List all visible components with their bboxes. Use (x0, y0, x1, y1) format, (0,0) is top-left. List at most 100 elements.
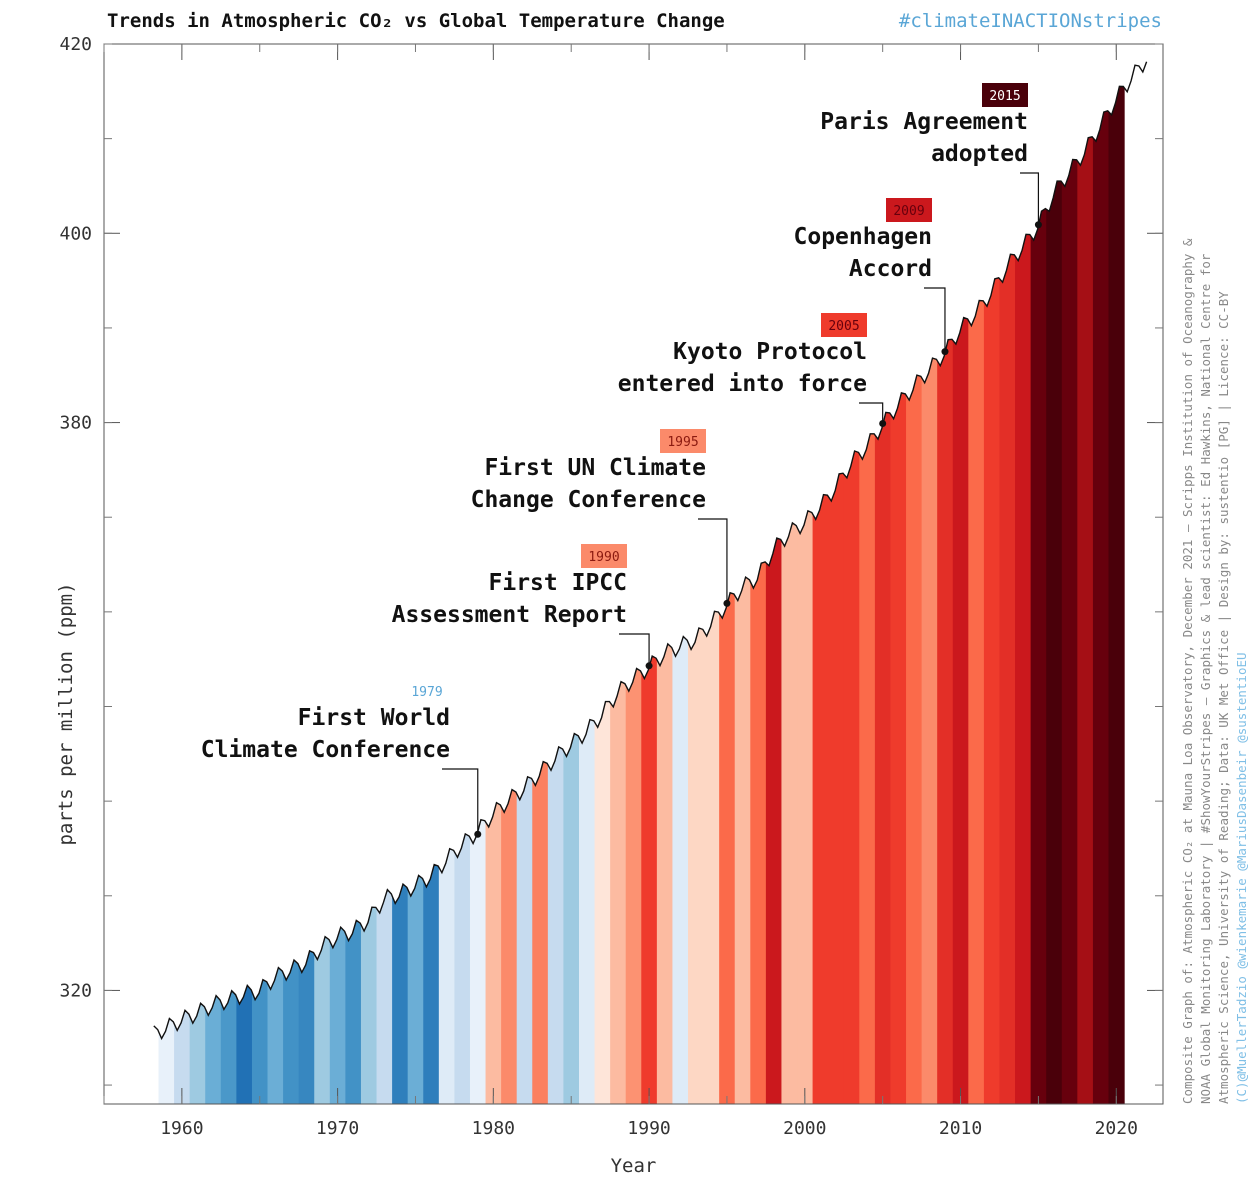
annotation-text: adopted (931, 141, 1028, 167)
year-badge-label: 2005 (828, 319, 859, 334)
annotation-marker (1034, 221, 1042, 229)
y-axis-label: parts per million (ppm) (55, 582, 77, 845)
warming-stripe (438, 61, 456, 1104)
annotations: 1979 First World Climate Conference 1990 Fir… (201, 83, 1042, 838)
warming-stripe (189, 61, 206, 1104)
year-badge-label: 1979 (411, 685, 442, 700)
warming-stripe (1046, 61, 1063, 1104)
x-tick-label: 1980 (472, 1118, 515, 1139)
warming-stripe (734, 61, 751, 1104)
warming-stripe (283, 61, 300, 1104)
year-badge (821, 313, 867, 337)
warming-stripe (1061, 61, 1078, 1104)
warming-stripe (267, 61, 284, 1104)
warming-stripe (251, 61, 269, 1104)
warming-stripe (937, 61, 954, 1104)
warming-stripe (376, 61, 393, 1104)
year-badge-label: 2015 (989, 89, 1020, 104)
annotation-text: Accord (849, 256, 932, 282)
annotation-marker (879, 420, 887, 428)
x-tick-label: 2010 (939, 1118, 982, 1139)
annotation-marker (645, 662, 653, 670)
credits-handles: (C)@MuellerTadzio @wienkemarie @MariusDa… (1234, 652, 1249, 1104)
warming-stripe (158, 61, 175, 1104)
warming-stripe (656, 61, 674, 1104)
leader-line (698, 518, 728, 604)
warming-stripe (345, 61, 362, 1104)
annotation-text: First UN Climate (484, 455, 706, 481)
annotation-text: First World (298, 705, 450, 731)
annotation-marker (723, 599, 731, 607)
year-badge-label: 1990 (588, 550, 619, 565)
annotation-1979: 1979 First World Climate Conference (201, 679, 482, 838)
warming-stripe (236, 61, 253, 1104)
warming-stripe (641, 61, 658, 1104)
annotation-text: Paris Agreement (820, 109, 1028, 135)
warming-stripe (1077, 61, 1094, 1104)
warming-stripe (952, 61, 969, 1104)
x-tick-label: 2020 (1095, 1118, 1138, 1139)
annotation-text: entered into force (618, 371, 867, 397)
warming-stripe (298, 61, 315, 1104)
warming-stripe (797, 61, 814, 1104)
annotation-text: Change Conference (471, 487, 706, 513)
leader-line (619, 633, 650, 666)
year-badge-label: 2009 (893, 204, 924, 219)
x-tick-label: 1990 (627, 1118, 670, 1139)
warming-stripe (469, 61, 487, 1104)
warming-stripe (407, 61, 424, 1104)
warming-stripe (859, 61, 876, 1104)
warming-stripe (360, 61, 378, 1104)
year-badge (660, 429, 706, 453)
annotation-text: First IPCC (489, 570, 627, 596)
x-tick-label: 2000 (783, 1118, 826, 1139)
x-tick-label: 1960 (160, 1118, 203, 1139)
annotation-marker (474, 830, 482, 838)
warming-stripe (1108, 61, 1125, 1104)
warming-stripe (205, 61, 222, 1104)
year-badge (581, 544, 627, 568)
year-badge (886, 198, 932, 222)
x-axis-label: Year (611, 1155, 657, 1177)
warming-stripe (174, 61, 191, 1104)
annotation-marker (941, 348, 949, 356)
warming-stripe (688, 61, 705, 1104)
warming-stripe (765, 61, 783, 1104)
warming-stripe (392, 61, 409, 1104)
annotation-1990: 1990 First IPCC Assessment Report (392, 544, 653, 670)
credits-line-1: Composite Graph of: Atmospheric CO₂ at M… (1180, 238, 1195, 1104)
plot-frame (103, 43, 1164, 1105)
warming-stripe (781, 61, 798, 1104)
warming-stripe (983, 61, 1001, 1104)
warming-stripe (1015, 61, 1032, 1104)
chart-title: Trends in Atmospheric CO₂ vs Global Temp… (107, 10, 725, 32)
leader-line (1020, 172, 1040, 225)
credits: Composite Graph of: Atmospheric CO₂ at M… (1180, 238, 1249, 1104)
year-badge (982, 83, 1028, 107)
annotation-text: Kyoto Protocol (673, 339, 867, 365)
warming-stripe (828, 61, 845, 1104)
warming-stripe (625, 61, 642, 1104)
credits-line-2: NOAA Global Monitoring Laboratory | #Sho… (1198, 253, 1213, 1104)
y-tick-label: 420 (59, 34, 92, 55)
warming-stripe (968, 61, 985, 1104)
annotation-1995: 1995 First UN Climate Change Conference (471, 429, 731, 607)
annotation-text: Assessment Report (392, 602, 627, 628)
axis-ticks: 1960 1970 1980 1990 2000 2010 2020 320 400 380 420 (59, 34, 1163, 1139)
leader-line (442, 768, 479, 835)
warming-stripe (999, 61, 1016, 1104)
y-tick-label: 400 (59, 223, 92, 244)
warming-stripe (423, 61, 440, 1104)
annotation-2005: 2005 Kyoto Protocol entered into force (618, 313, 887, 428)
warming-stripes (158, 61, 1125, 1104)
warming-stripe (1092, 61, 1110, 1104)
hashtag-link[interactable]: #climateINACTIONstripes (898, 10, 1162, 32)
warming-stripe (1030, 61, 1047, 1104)
warming-stripe (843, 61, 860, 1104)
x-tick-label: 1970 (316, 1118, 359, 1139)
year-badge (404, 679, 450, 703)
credits-line-3: Atmospheric Science, University of Readi… (1216, 291, 1231, 1104)
y-tick-label: 320 (59, 980, 92, 1001)
warming-stripe (703, 61, 720, 1104)
